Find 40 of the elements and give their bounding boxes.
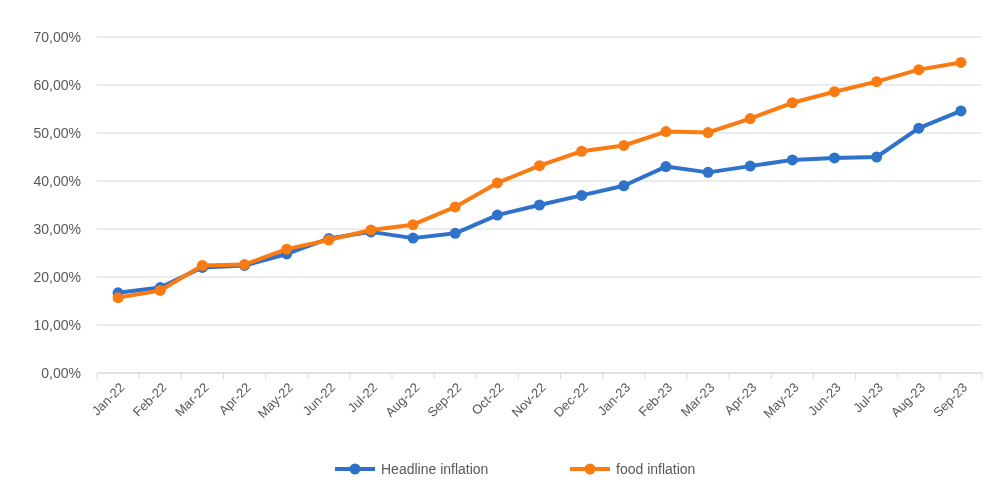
point — [449, 201, 461, 213]
point — [955, 105, 967, 117]
point — [744, 113, 756, 125]
point — [702, 127, 714, 139]
point — [534, 199, 545, 211]
point — [407, 232, 419, 244]
point — [660, 126, 672, 138]
point — [829, 86, 840, 98]
y-tick-label: 0,00% — [41, 364, 81, 381]
point — [955, 56, 967, 68]
point — [491, 209, 503, 221]
point — [913, 64, 925, 76]
y-tick-label: 50,00% — [33, 124, 81, 141]
point — [407, 219, 419, 231]
y-tick-label: 60,00% — [33, 76, 81, 93]
y-tick-label: 70,00% — [33, 28, 81, 45]
point — [534, 160, 545, 172]
point — [491, 177, 503, 189]
point — [744, 160, 756, 172]
point — [913, 122, 925, 134]
point — [618, 139, 630, 151]
point — [660, 161, 672, 173]
point — [786, 154, 798, 166]
point — [702, 166, 714, 178]
point — [576, 189, 588, 201]
point — [829, 152, 840, 164]
y-tick-label: 10,00% — [33, 316, 81, 333]
point — [112, 292, 124, 304]
y-tick-label: 30,00% — [33, 220, 81, 237]
legend-label: Headline inflation — [381, 460, 489, 477]
point — [576, 145, 588, 157]
point — [871, 76, 883, 88]
y-tick-label: 40,00% — [33, 172, 81, 189]
point — [871, 151, 883, 163]
point — [618, 180, 630, 192]
legend-label: food inflation — [616, 460, 696, 477]
point — [786, 97, 798, 109]
point — [449, 227, 461, 239]
y-tick-label: 20,00% — [33, 268, 81, 285]
point — [281, 243, 293, 255]
